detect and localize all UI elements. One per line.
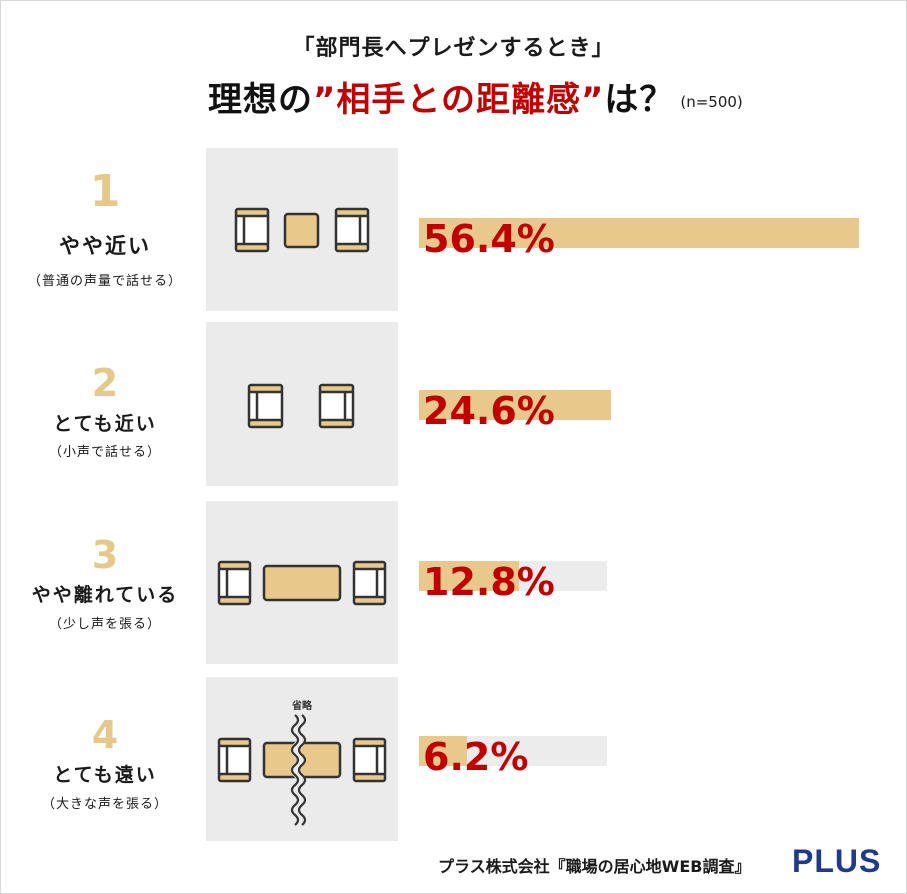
chart-title: 理想の”相手との距離感”は？ (n=500) (208, 72, 743, 121)
plus-logo: PLUS (792, 843, 882, 879)
bar-value-label: 24.6% (423, 389, 555, 433)
row-label: とても近い (53, 413, 157, 435)
bar-value-label: 56.4% (423, 217, 555, 261)
rank-number: 1 (89, 166, 121, 217)
bar-value-label: 12.8% (423, 560, 555, 604)
source-credit: プラス株式会社『職場の居心地WEB調査』 (438, 857, 751, 876)
chair-right-icon (352, 737, 387, 783)
bar-value-label: 6.2% (423, 735, 529, 779)
chair-left-icon (217, 737, 252, 783)
break-line-icon (291, 711, 305, 829)
table-icon (283, 212, 320, 249)
chair-left-icon (234, 207, 270, 253)
distance-illustration (206, 322, 398, 486)
distance-illustration: 省略 (206, 677, 398, 841)
row-label: やや近い (59, 234, 151, 258)
omitted-label: 省略 (291, 699, 313, 712)
row-sublabel: （普通の声量で話せる） (27, 274, 182, 289)
row-label: やや離れている (31, 584, 179, 606)
bar-fill (419, 390, 611, 420)
bar-fill (419, 218, 859, 248)
rank-number: 2 (91, 361, 119, 405)
title-part-2: は？ (604, 80, 675, 120)
table-icon (262, 564, 342, 602)
rank-number: 3 (91, 533, 119, 577)
title-accent: ”相手との距離感” (313, 80, 605, 120)
row-sublabel: （小声で話せる） (48, 445, 161, 460)
sample-size-note: (n=500) (680, 93, 743, 111)
distance-illustration (206, 148, 398, 311)
chart-subtitle: 「部門長へプレゼンするとき」 (292, 36, 615, 61)
chair-right-icon (352, 560, 387, 606)
chair-right-icon (318, 383, 355, 429)
chair-left-icon (247, 383, 284, 429)
chair-left-icon (217, 560, 252, 606)
bar-fill (419, 561, 519, 591)
row-label: とても遠い (53, 764, 157, 786)
row-sublabel: （少し声を張る） (48, 617, 161, 632)
distance-illustration (206, 501, 398, 664)
title-part-1: 理想の (208, 80, 313, 120)
rank-number: 4 (91, 713, 119, 757)
bar-fill (419, 736, 467, 766)
chair-right-icon (334, 207, 370, 253)
row-sublabel: （大きな声を張る） (41, 797, 168, 812)
